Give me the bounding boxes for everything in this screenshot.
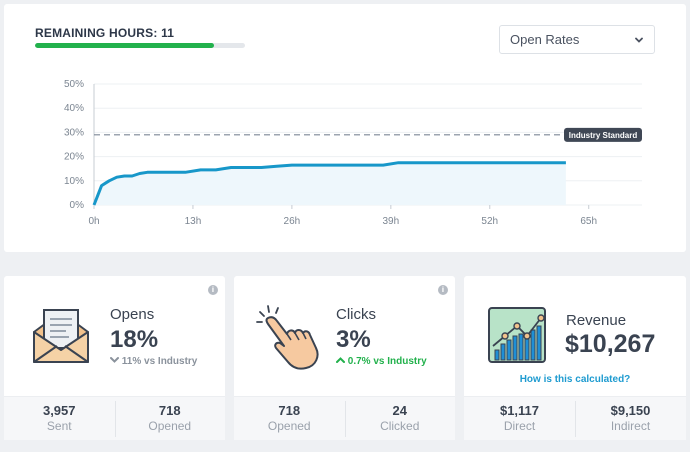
clicked-stat: 24 Clicked <box>345 397 456 440</box>
sent-label: Sent <box>46 419 72 433</box>
y-tick-label: 20% <box>64 152 84 163</box>
open-rate-chart-card: REMAINING HOURS: 11 Open Rates 0% 10% 20% 3… <box>4 4 686 252</box>
direct-amount: $1,117 <box>499 403 540 418</box>
opened-count: 718 <box>158 403 181 418</box>
footer-divider <box>114 401 116 437</box>
y-tick-label: 40% <box>64 103 84 114</box>
opens-footer: 3,957 Sent 718 Opened <box>4 396 225 440</box>
opened-label: Opened <box>267 419 311 433</box>
x-tick-label: 65h <box>580 216 597 227</box>
chevron-down-icon <box>110 357 119 363</box>
revenue-footer: $1,117 Direct $9,150 Indirect <box>464 396 686 440</box>
opened-label: Opened <box>148 419 192 433</box>
y-tick-label: 50% <box>64 79 84 90</box>
sent-stat: 3,957 Sent <box>4 397 115 440</box>
info-icon[interactable]: i <box>208 285 218 295</box>
direct-label: Direct <box>503 419 536 433</box>
clicked-label: Clicked <box>380 419 420 433</box>
open-rate-chart: 0% 10% 20% 30% 40% 50% 0h 13h 26h 39h 52h 65h Indust… <box>64 79 642 227</box>
metric-select-value: Open Rates <box>510 32 580 47</box>
metric-select[interactable]: Open Rates <box>499 25 655 54</box>
clicks-card: i Clicks 3% 0.7% vs Industry 718 Opened … <box>234 276 455 440</box>
remaining-hours-progress <box>35 43 245 48</box>
clicked-count: 24 <box>392 403 407 418</box>
x-tick-label: 13h <box>185 216 202 227</box>
clicks-value: 3% <box>336 326 371 353</box>
chevron-up-icon <box>336 357 345 363</box>
industry-standard-badge <box>564 127 642 142</box>
x-tick-label: 52h <box>481 216 498 227</box>
clicks-comparison: 0.7% vs Industry <box>336 356 427 367</box>
opened-stat: 718 Opened <box>234 397 345 440</box>
y-tick-label: 30% <box>64 127 84 138</box>
opens-card: i Opens 18% 11% vs Industry 3,957 Sent 7… <box>4 276 225 440</box>
direct-stat: $1,117 Direct <box>464 397 575 440</box>
opens-comparison-text: 11% vs Industry <box>121 356 198 367</box>
indirect-label: Indirect <box>610 419 651 433</box>
x-tick-label: 39h <box>382 216 399 227</box>
y-tick-label: 10% <box>64 176 84 187</box>
envelope-icon <box>33 309 89 363</box>
open-rate-line <box>92 161 566 206</box>
revenue-value: $10,267 <box>565 330 656 358</box>
growth-chart-icon <box>488 307 546 363</box>
clicks-title: Clicks <box>336 306 376 323</box>
revenue-title: Revenue <box>566 312 627 329</box>
opens-title: Opens <box>110 306 155 323</box>
revenue-card: Revenue $10,267 How is this calculated? … <box>464 276 686 440</box>
sent-count: 3,957 <box>42 403 76 418</box>
opens-value: 18% <box>110 326 159 353</box>
clicks-footer: 718 Opened 24 Clicked <box>234 396 455 440</box>
progress-fill <box>35 43 214 48</box>
how-calculated-link[interactable]: How is this calculated? <box>519 374 631 385</box>
indirect-stat: $9,150 Indirect <box>575 397 686 440</box>
footer-divider <box>344 401 346 437</box>
clicks-comparison-text: 0.7% vs Industry <box>347 356 427 367</box>
x-tick-label: 26h <box>284 216 301 227</box>
open-rate-area <box>94 162 566 205</box>
industry-standard-label: Industry Standard <box>569 131 638 140</box>
chevron-down-icon <box>634 33 644 48</box>
info-icon[interactable]: i <box>438 285 448 295</box>
footer-divider <box>575 401 576 437</box>
opened-stat: 718 Opened <box>115 397 226 440</box>
indirect-amount: $9,150 <box>610 403 651 418</box>
opened-count: 718 <box>278 403 301 418</box>
opens-comparison: 11% vs Industry <box>110 356 197 367</box>
pointing-hand-icon <box>256 305 319 370</box>
remaining-hours-label: REMAINING HOURS: 11 <box>35 26 175 40</box>
y-tick-label: 0% <box>70 200 85 211</box>
x-tick-label: 0h <box>88 216 99 227</box>
